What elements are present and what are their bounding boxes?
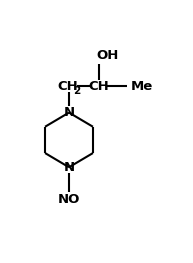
Text: 2: 2 <box>74 86 81 96</box>
Text: NO: NO <box>58 193 80 206</box>
Text: Me: Me <box>130 80 153 93</box>
Text: CH: CH <box>57 80 78 93</box>
Text: N: N <box>63 161 74 174</box>
Text: N: N <box>63 106 74 119</box>
Text: OH: OH <box>97 49 119 62</box>
Text: CH: CH <box>89 80 109 93</box>
